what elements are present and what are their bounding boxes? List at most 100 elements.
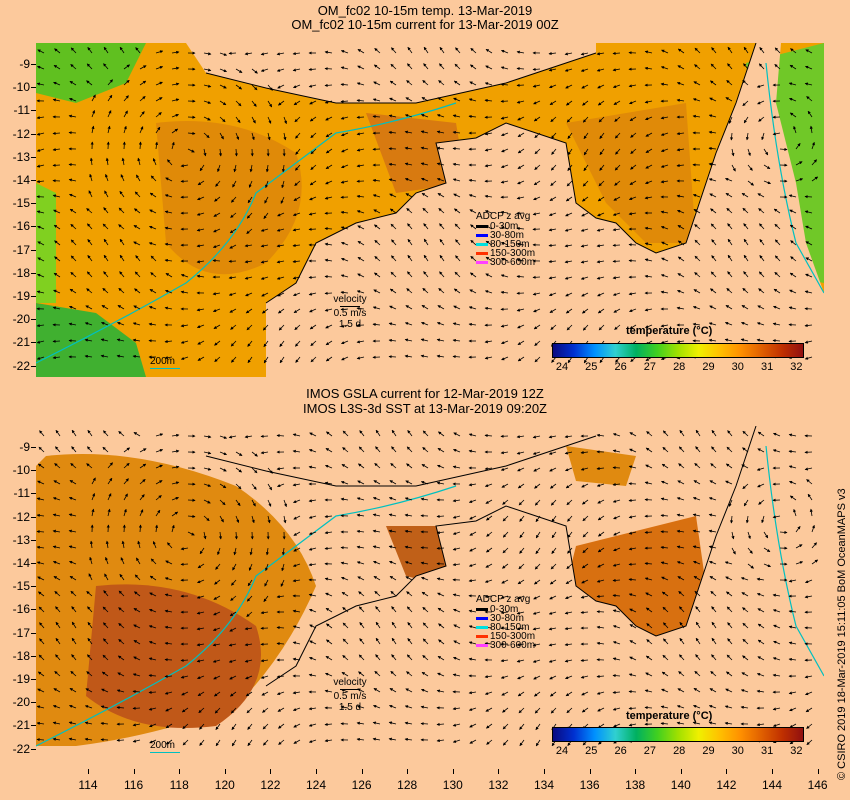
current-vector [596,52,605,56]
current-vector [309,116,317,122]
current-vector [390,63,397,70]
current-vector [501,49,509,54]
latitude-label: -11 [13,103,30,118]
current-vector [630,132,637,138]
current-vector [677,256,685,262]
colorbar-label: 28 [673,745,686,757]
current-vector [550,180,557,186]
current-vector [107,79,113,86]
current-vector [516,242,525,246]
current-vector [795,142,801,150]
adcp-arrow-icon [476,608,488,611]
current-vector [564,260,573,264]
current-vector [677,240,685,246]
current-vector [532,212,541,216]
current-vector [229,228,237,234]
current-vector [325,148,333,154]
current-vector [644,196,653,200]
current-vector [308,275,317,279]
current-vector [628,196,637,201]
current-vector [614,132,621,139]
current-vector [453,208,461,214]
current-vector [725,177,733,182]
latitude-tick [31,725,36,727]
current-vector [580,244,589,248]
current-vector [105,157,109,166]
current-vector [260,52,269,56]
depth-label: 200m [150,356,176,367]
current-vector [228,259,237,263]
current-vector [501,241,509,246]
current-vector [516,226,525,231]
depth-label: 200m [150,740,176,751]
top-map-svg [36,43,824,377]
current-vector [743,223,749,230]
latitude-tick [31,272,36,274]
current-vector [150,272,157,278]
latitude-tick [31,539,36,541]
adcp-title: ADCP z avg [476,594,531,605]
current-vector [36,164,45,168]
depth-line [150,368,180,369]
current-vector [103,238,109,246]
current-vector [708,130,717,134]
current-vector [36,116,45,120]
current-vector [324,196,333,200]
current-vector [747,180,755,186]
latitude-label: -19 [12,289,30,303]
longitude-tick [224,769,226,774]
current-vector [139,96,146,102]
colorbar-label: 26 [614,361,627,373]
current-vector [807,110,813,118]
current-vector [565,100,573,106]
current-vector [567,164,573,172]
current-vector [119,254,125,262]
current-vector [68,131,77,135]
current-vector [324,242,333,246]
current-vector [693,209,701,214]
current-vector [407,46,413,54]
current-vector [660,210,669,214]
current-vector [86,80,93,86]
current-vector [517,116,525,121]
current-vector [759,238,765,246]
colorbar-label: 31 [760,361,774,373]
current-vector [308,227,317,231]
current-vector [267,116,272,124]
current-vector [213,212,221,217]
latitude-label: -21 [12,718,30,733]
colorbar-label: 30 [731,745,744,757]
current-vector [500,180,509,184]
current-vector [122,524,126,533]
current-vector [677,225,685,230]
current-vector [388,114,397,118]
current-vector [372,194,381,198]
current-vector [164,210,173,214]
current-vector [453,193,461,198]
current-vector [439,254,445,262]
current-vector [324,258,333,262]
colorbar-label: 27 [643,361,657,373]
current-vector [583,148,589,156]
current-vector [597,100,605,106]
current-vector [37,49,45,54]
current-vector [68,178,77,182]
current-vector [564,52,573,56]
current-vector [759,46,765,54]
current-vector [373,81,381,86]
current-vector [391,255,397,262]
latitude-tick [31,156,36,158]
current-vector [340,546,349,550]
current-vector [52,98,61,102]
current-vector [599,148,605,156]
current-vector [420,546,429,550]
current-vector [260,434,269,438]
current-vector [439,271,445,278]
current-vector [532,275,541,279]
adcp-item: 300-600m [476,258,535,268]
current-vector [373,224,381,230]
current-vector [567,148,573,156]
current-vector [309,180,317,186]
current-vector [324,227,333,231]
current-vector [567,132,573,140]
